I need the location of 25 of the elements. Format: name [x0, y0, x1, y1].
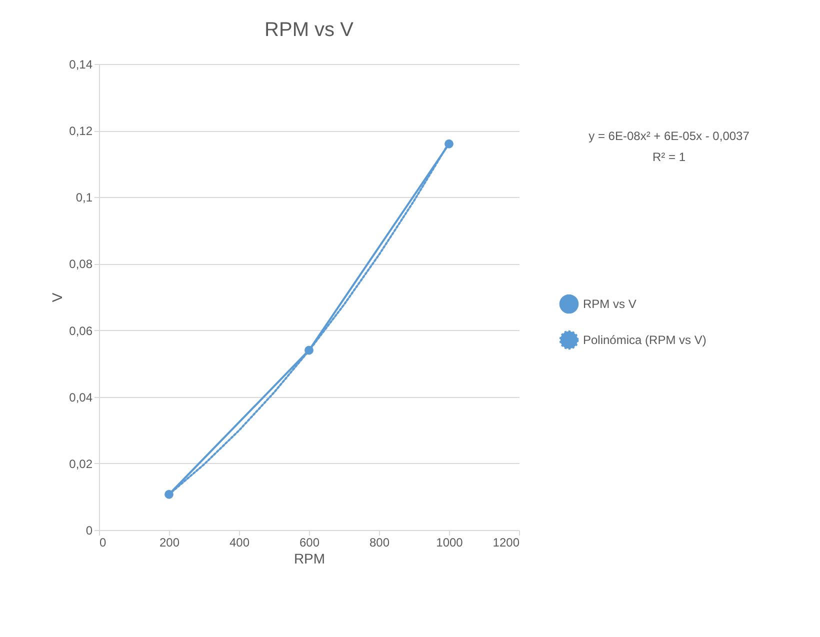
x-tick-label: 1000 — [436, 536, 464, 550]
text: y = 6E-08x² + 6E-05x - 0,0037 — [588, 129, 750, 143]
y-tick-label: 0,02 — [69, 456, 93, 471]
point — [164, 490, 174, 499]
x-tick-label: 400 — [229, 536, 250, 550]
y-axis-title: V — [49, 292, 66, 302]
x-tick-label: 1200 — [492, 536, 520, 550]
y-tick-label: 0,06 — [69, 324, 93, 338]
point — [304, 346, 314, 355]
y-tick-label: 0,12 — [69, 124, 93, 138]
x-tick-label: 800 — [369, 536, 390, 550]
x-tick-label: 200 — [159, 536, 180, 550]
x-tick-label: 0 — [100, 536, 106, 550]
chart-title: RPM vs V — [264, 19, 354, 41]
y-tick-label: 0,08 — [69, 257, 93, 272]
text: R² = 1 — [652, 150, 686, 164]
x-axis-title: RPM — [294, 550, 326, 566]
legend-label: RPM vs V — [583, 297, 636, 311]
y-tick-label: 0,1 — [76, 190, 93, 205]
y-tick-label: 0 — [86, 524, 93, 538]
y-tick-label: 0,14 — [69, 58, 93, 72]
legend-label: Polinómica (RPM vs V) — [583, 333, 706, 347]
point — [444, 139, 454, 148]
x-tick-label: 600 — [299, 536, 320, 550]
y-tick-label: 0,04 — [69, 390, 93, 404]
